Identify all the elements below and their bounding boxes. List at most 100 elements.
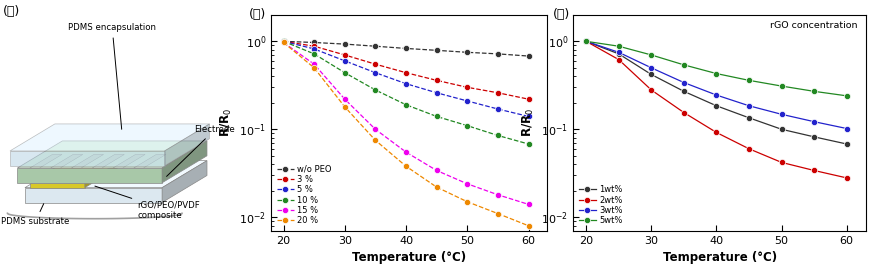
20 % — [278, 41, 289, 44]
Line: 5 %: 5 % — [280, 38, 532, 120]
3wt% — [613, 51, 624, 54]
w/o PEO — [493, 52, 503, 56]
2wt% — [646, 88, 656, 92]
15 % — [493, 193, 503, 196]
5 % — [462, 99, 472, 103]
Polygon shape — [164, 124, 209, 166]
5 % — [340, 59, 350, 62]
1wt% — [581, 40, 592, 43]
Line: 10 %: 10 % — [280, 38, 532, 147]
20 % — [309, 66, 319, 69]
5wt% — [581, 40, 592, 43]
Polygon shape — [162, 141, 207, 183]
Y-axis label: R/R$_0$: R/R$_0$ — [521, 108, 536, 137]
1wt% — [613, 52, 624, 56]
3wt% — [646, 66, 656, 69]
3 % — [462, 86, 472, 89]
20 % — [401, 165, 411, 168]
1wt% — [776, 128, 787, 131]
5 % — [493, 107, 503, 111]
10 % — [431, 115, 442, 118]
Text: (다): (다) — [553, 8, 570, 21]
2wt% — [842, 176, 852, 180]
w/o PEO — [401, 47, 411, 50]
Text: PDMS encapsulation: PDMS encapsulation — [68, 23, 157, 129]
Polygon shape — [18, 141, 207, 168]
1wt% — [808, 135, 819, 139]
Polygon shape — [24, 188, 162, 202]
Text: PDMS substrate: PDMS substrate — [1, 204, 70, 226]
Polygon shape — [72, 154, 103, 168]
20 % — [370, 139, 381, 142]
Line: 3wt%: 3wt% — [583, 38, 850, 132]
5 % — [523, 115, 534, 118]
20 % — [523, 224, 534, 227]
Line: 15 %: 15 % — [280, 39, 532, 208]
10 % — [278, 40, 289, 43]
15 % — [523, 203, 534, 206]
Legend: w/o PEO, 3 %, 5 %, 10 %, 15 %, 20 %: w/o PEO, 3 %, 5 %, 10 %, 15 %, 20 % — [276, 163, 333, 227]
Polygon shape — [51, 154, 83, 168]
2wt% — [679, 111, 690, 114]
1wt% — [711, 104, 722, 107]
Text: (가): (가) — [3, 5, 20, 18]
10 % — [309, 52, 319, 56]
3wt% — [808, 120, 819, 123]
15 % — [340, 97, 350, 101]
10 % — [523, 142, 534, 146]
2wt% — [808, 169, 819, 172]
3wt% — [776, 113, 787, 116]
3 % — [401, 71, 411, 74]
3 % — [431, 79, 442, 82]
w/o PEO — [462, 51, 472, 54]
5 % — [401, 82, 411, 85]
1wt% — [744, 116, 754, 119]
Text: rGO concentration: rGO concentration — [770, 21, 858, 30]
Y-axis label: R/R$_0$: R/R$_0$ — [219, 108, 234, 137]
5 % — [309, 47, 319, 50]
20 % — [462, 200, 472, 203]
5wt% — [776, 85, 787, 88]
Line: w/o PEO: w/o PEO — [280, 38, 532, 59]
5wt% — [744, 79, 754, 82]
5wt% — [613, 45, 624, 48]
1wt% — [679, 90, 690, 93]
Polygon shape — [134, 154, 166, 168]
3 % — [309, 45, 319, 48]
15 % — [370, 128, 381, 131]
Polygon shape — [18, 168, 162, 183]
Line: 2wt%: 2wt% — [583, 38, 850, 181]
Polygon shape — [113, 154, 145, 168]
3 % — [278, 40, 289, 43]
3wt% — [842, 127, 852, 130]
Text: rGO/PEO/PVDF
composite: rGO/PEO/PVDF composite — [94, 186, 200, 220]
X-axis label: Temperature (°C): Temperature (°C) — [662, 251, 777, 264]
5wt% — [646, 53, 656, 57]
15 % — [278, 41, 289, 44]
w/o PEO — [309, 41, 319, 44]
15 % — [431, 169, 442, 172]
Line: 5wt%: 5wt% — [583, 38, 850, 99]
5wt% — [842, 94, 852, 97]
Polygon shape — [10, 124, 209, 151]
3 % — [370, 63, 381, 66]
Polygon shape — [10, 151, 164, 166]
10 % — [493, 134, 503, 137]
1wt% — [646, 73, 656, 76]
5wt% — [808, 90, 819, 93]
3 % — [523, 97, 534, 101]
20 % — [340, 105, 350, 109]
5wt% — [679, 63, 690, 66]
15 % — [401, 150, 411, 154]
10 % — [401, 103, 411, 106]
Polygon shape — [30, 157, 128, 183]
2wt% — [711, 131, 722, 134]
3wt% — [581, 40, 592, 43]
Text: Electrode: Electrode — [166, 125, 235, 176]
3wt% — [744, 104, 754, 107]
Line: 3 %: 3 % — [280, 38, 532, 102]
Polygon shape — [85, 157, 128, 188]
Polygon shape — [30, 154, 62, 168]
Line: 20 %: 20 % — [280, 39, 532, 229]
Polygon shape — [92, 154, 124, 168]
